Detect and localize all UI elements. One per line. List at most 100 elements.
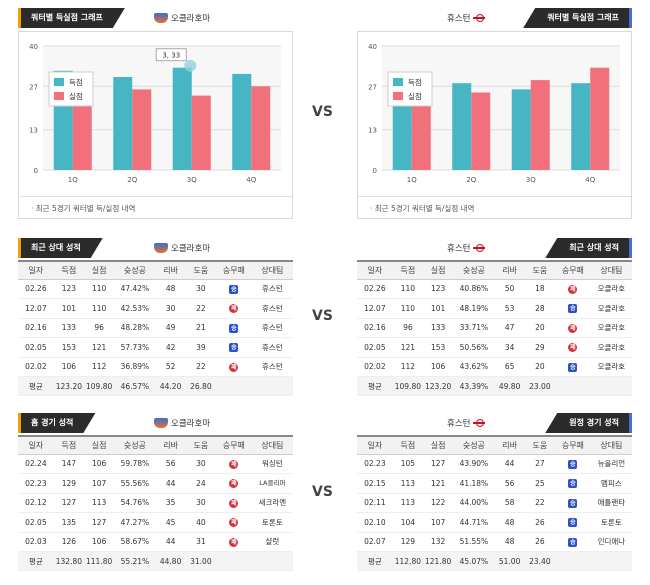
table-cell: 48 <box>494 532 525 552</box>
table-row: 02.23 129 107 55.56% 44 24 패 LA클리퍼 <box>18 473 293 494</box>
average-row: 평균 109.80 123.20 43.39% 49.80 23.00 <box>357 376 632 396</box>
table-cell: 02.02 <box>357 357 393 377</box>
average-cell: 112.80 <box>392 551 423 571</box>
table-cell: 02.23 <box>357 454 393 474</box>
result-cell: 승 <box>216 279 252 299</box>
table-cell: 101 <box>53 298 84 319</box>
table-cell: 106 <box>423 357 454 377</box>
table-cell: 39 <box>185 337 216 358</box>
hou-logo-icon <box>473 244 486 252</box>
score-bar <box>392 89 412 170</box>
win-badge-icon: 승 <box>568 537 578 547</box>
table-row: 02.26 123 110 47.42% 48 30 승 휴스턴 <box>18 279 293 299</box>
table-cell: 96 <box>84 318 115 338</box>
average-cell <box>216 376 252 396</box>
table-row: 02.12 127 113 54.76% 35 30 패 새크라멘 <box>18 493 293 513</box>
left-recent-team: 오클라호마 <box>154 242 210 254</box>
table-cell: 48 <box>494 512 525 533</box>
legend-label: 득점 <box>69 77 83 87</box>
lose-badge-icon: 패 <box>568 323 578 333</box>
lose-badge-icon: 패 <box>229 362 239 372</box>
table-cell: 110 <box>84 298 115 319</box>
table-cell: 127 <box>423 454 454 474</box>
table-cell: 50 <box>494 279 525 299</box>
table-row: 02.11 113 122 44.00% 58 22 승 애틀랜타 <box>357 493 632 513</box>
right-recent-team-name: 휴스턴 <box>447 244 471 254</box>
table-cell: 101 <box>423 298 454 319</box>
table-cell: 129 <box>392 532 423 552</box>
table-cell: 147 <box>53 454 84 474</box>
table-cell: 28 <box>524 298 555 319</box>
table-cell: 30 <box>185 454 216 474</box>
legend-swatch <box>393 78 403 86</box>
average-cell: 123.20 <box>53 376 84 396</box>
y-tick-label: 40 <box>368 43 377 51</box>
table-cell: 02.24 <box>18 454 54 474</box>
result-cell: 패 <box>555 279 591 299</box>
table-cell: 132 <box>423 532 454 552</box>
x-tick-label: 1Q <box>68 176 78 184</box>
win-badge-icon: 승 <box>229 284 239 294</box>
allowed-bar <box>191 95 211 170</box>
table-cell: 26 <box>524 532 555 552</box>
lose-badge-icon: 패 <box>229 479 239 489</box>
table-cell: 135 <box>53 512 84 533</box>
right-chart-team-name: 휴스턴 <box>447 14 471 24</box>
column-header: 슛성공 <box>114 260 156 280</box>
table-cell: 42 <box>155 337 186 358</box>
column-header: 실점 <box>84 260 115 280</box>
table-cell: 42.53% <box>114 298 156 319</box>
column-header: 도움 <box>185 435 216 455</box>
okc-logo-icon <box>154 13 168 23</box>
table-cell: 02.12 <box>18 493 54 513</box>
table-row: 02.23 105 127 43.90% 44 27 승 뉴올리언 <box>357 454 632 474</box>
win-badge-icon: 승 <box>229 343 239 353</box>
left-recent-badge: 최근 상대 성적 <box>18 238 103 258</box>
allowed-bar <box>471 92 491 170</box>
table-cell: 121 <box>84 337 115 358</box>
result-cell: 패 <box>555 318 591 338</box>
x-tick-label: 4Q <box>585 176 595 184</box>
table-cell: 샬럿 <box>251 532 293 552</box>
table-row: 02.03 126 106 58.67% 44 31 패 샬럿 <box>18 532 293 552</box>
average-cell: 111.80 <box>84 551 115 571</box>
table-cell: 55.56% <box>114 473 156 494</box>
right-chart-box: 0 13 27 40 1Q 2Q 3Q 4Q 득점 실점 · 최근 5경기 쿼터별 득/실점 내역 <box>357 31 632 219</box>
average-cell <box>555 551 591 571</box>
table-cell: 59.78% <box>114 454 156 474</box>
table-row: 02.26 110 123 40.86% 50 18 패 오클라호 <box>357 279 632 299</box>
x-tick-label: 3Q <box>526 176 536 184</box>
right-recent-header: 휴스턴 최근 상대 성적 <box>357 238 632 258</box>
right-away-table: 일자 득점 실점 슛성공 리바 도움 승무패 상대팀 02.23 105 127 43.90% 44 27… <box>357 435 632 571</box>
table-cell: 129 <box>53 473 84 494</box>
column-header: 승무패 <box>216 435 252 455</box>
left-chart-team-name: 오클라호마 <box>171 14 211 24</box>
table-cell: 30 <box>185 493 216 513</box>
score-bar <box>172 67 192 170</box>
table-cell: 123 <box>423 279 454 299</box>
table-cell: 새크라멘 <box>251 493 293 513</box>
column-header: 리바 <box>155 260 186 280</box>
average-cell: 109.80 <box>84 376 115 396</box>
average-cell <box>590 376 632 396</box>
table-cell: 65 <box>494 357 525 377</box>
table-cell: 122 <box>423 493 454 513</box>
table-cell: 44 <box>155 532 186 552</box>
table-cell: 12.07 <box>357 298 393 319</box>
lose-badge-icon: 패 <box>568 284 578 294</box>
lose-badge-icon: 패 <box>229 518 239 528</box>
table-cell: 47.42% <box>114 279 156 299</box>
legend-box <box>387 71 433 107</box>
right-chart-header: 휴스턴 쿼터별 득실점 그래프 <box>357 8 632 28</box>
table-cell: 오클라호 <box>590 357 632 377</box>
table-cell: 멤피스 <box>590 473 632 494</box>
left-home-team-name: 오클라호마 <box>171 419 211 429</box>
table-cell: 22 <box>185 298 216 319</box>
average-cell <box>251 551 293 571</box>
column-header: 슛성공 <box>453 260 495 280</box>
result-cell: 패 <box>216 298 252 319</box>
column-header: 상대팀 <box>590 260 632 280</box>
table-row: 02.16 96 133 33.71% 47 20 패 오클라호 <box>357 318 632 338</box>
x-tick-label: 1Q <box>407 176 417 184</box>
y-tick-label: 27 <box>29 83 38 91</box>
